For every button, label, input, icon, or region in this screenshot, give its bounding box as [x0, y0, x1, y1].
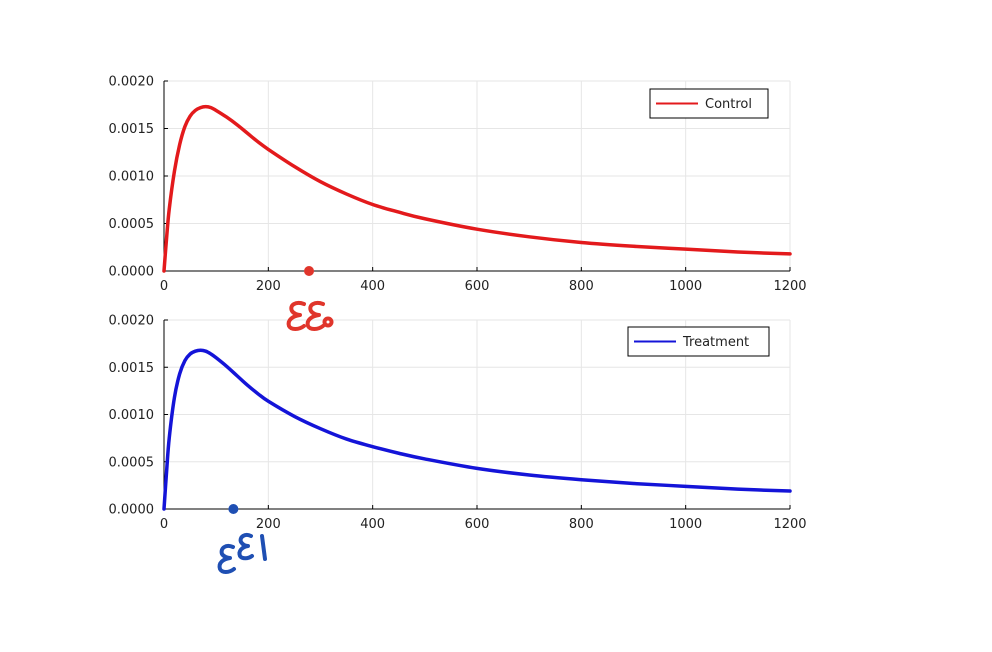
y-tick-label: 0.0000: [109, 503, 155, 518]
y-tick-label: 0.0015: [109, 361, 155, 376]
control-panel: 0.0000 0.0005 0.0010 0.0015 0.0020 0 200 400 600…: [109, 75, 807, 295]
x-tick-label: 800: [569, 279, 594, 294]
series-line-treatment: [162, 348, 792, 511]
x-tick-label: 400: [360, 517, 385, 532]
y-tick-label: 0.0020: [109, 75, 155, 90]
x-tick-label: 200: [256, 517, 281, 532]
y-tick-label: 0.0010: [109, 408, 155, 423]
legend-label: Control: [705, 97, 752, 112]
y-tick-label: 0.0005: [109, 217, 155, 232]
x-tick-label: 800: [569, 517, 594, 532]
x-tick-label: 600: [465, 279, 490, 294]
y-tick-label: 0.0020: [109, 314, 155, 329]
x-tick-label: 200: [256, 279, 281, 294]
y-tick-label: 0.0005: [109, 455, 155, 470]
x-tick-label: 1200: [773, 517, 806, 532]
handwritten-epsilon-one: [217, 532, 267, 574]
x-tick-label: 0: [160, 517, 168, 532]
x-tick-label: 1000: [669, 279, 702, 294]
x-tick-label: 600: [465, 517, 490, 532]
y-tick-label: 0.0015: [109, 122, 155, 137]
x-tick-label: 1000: [669, 517, 702, 532]
x-tick-label: 0: [160, 279, 168, 294]
treatment-panel: 0.0000 0.0005 0.0010 0.0015 0.0020 0 200 400 600…: [109, 314, 807, 533]
y-tick-label: 0.0000: [109, 265, 155, 280]
annotation-point: [304, 266, 315, 276]
y-tick-label: 0.0010: [109, 170, 155, 185]
legend-label: Treatment: [682, 335, 749, 350]
legend: Treatment: [627, 326, 770, 357]
annotation-point: [228, 504, 239, 514]
handwritten-epsilon-zero: [286, 300, 334, 331]
x-tick-label: 1200: [773, 279, 806, 294]
x-tick-label: 400: [360, 279, 385, 294]
series-line-control: [162, 104, 792, 273]
legend: Control: [649, 88, 769, 119]
